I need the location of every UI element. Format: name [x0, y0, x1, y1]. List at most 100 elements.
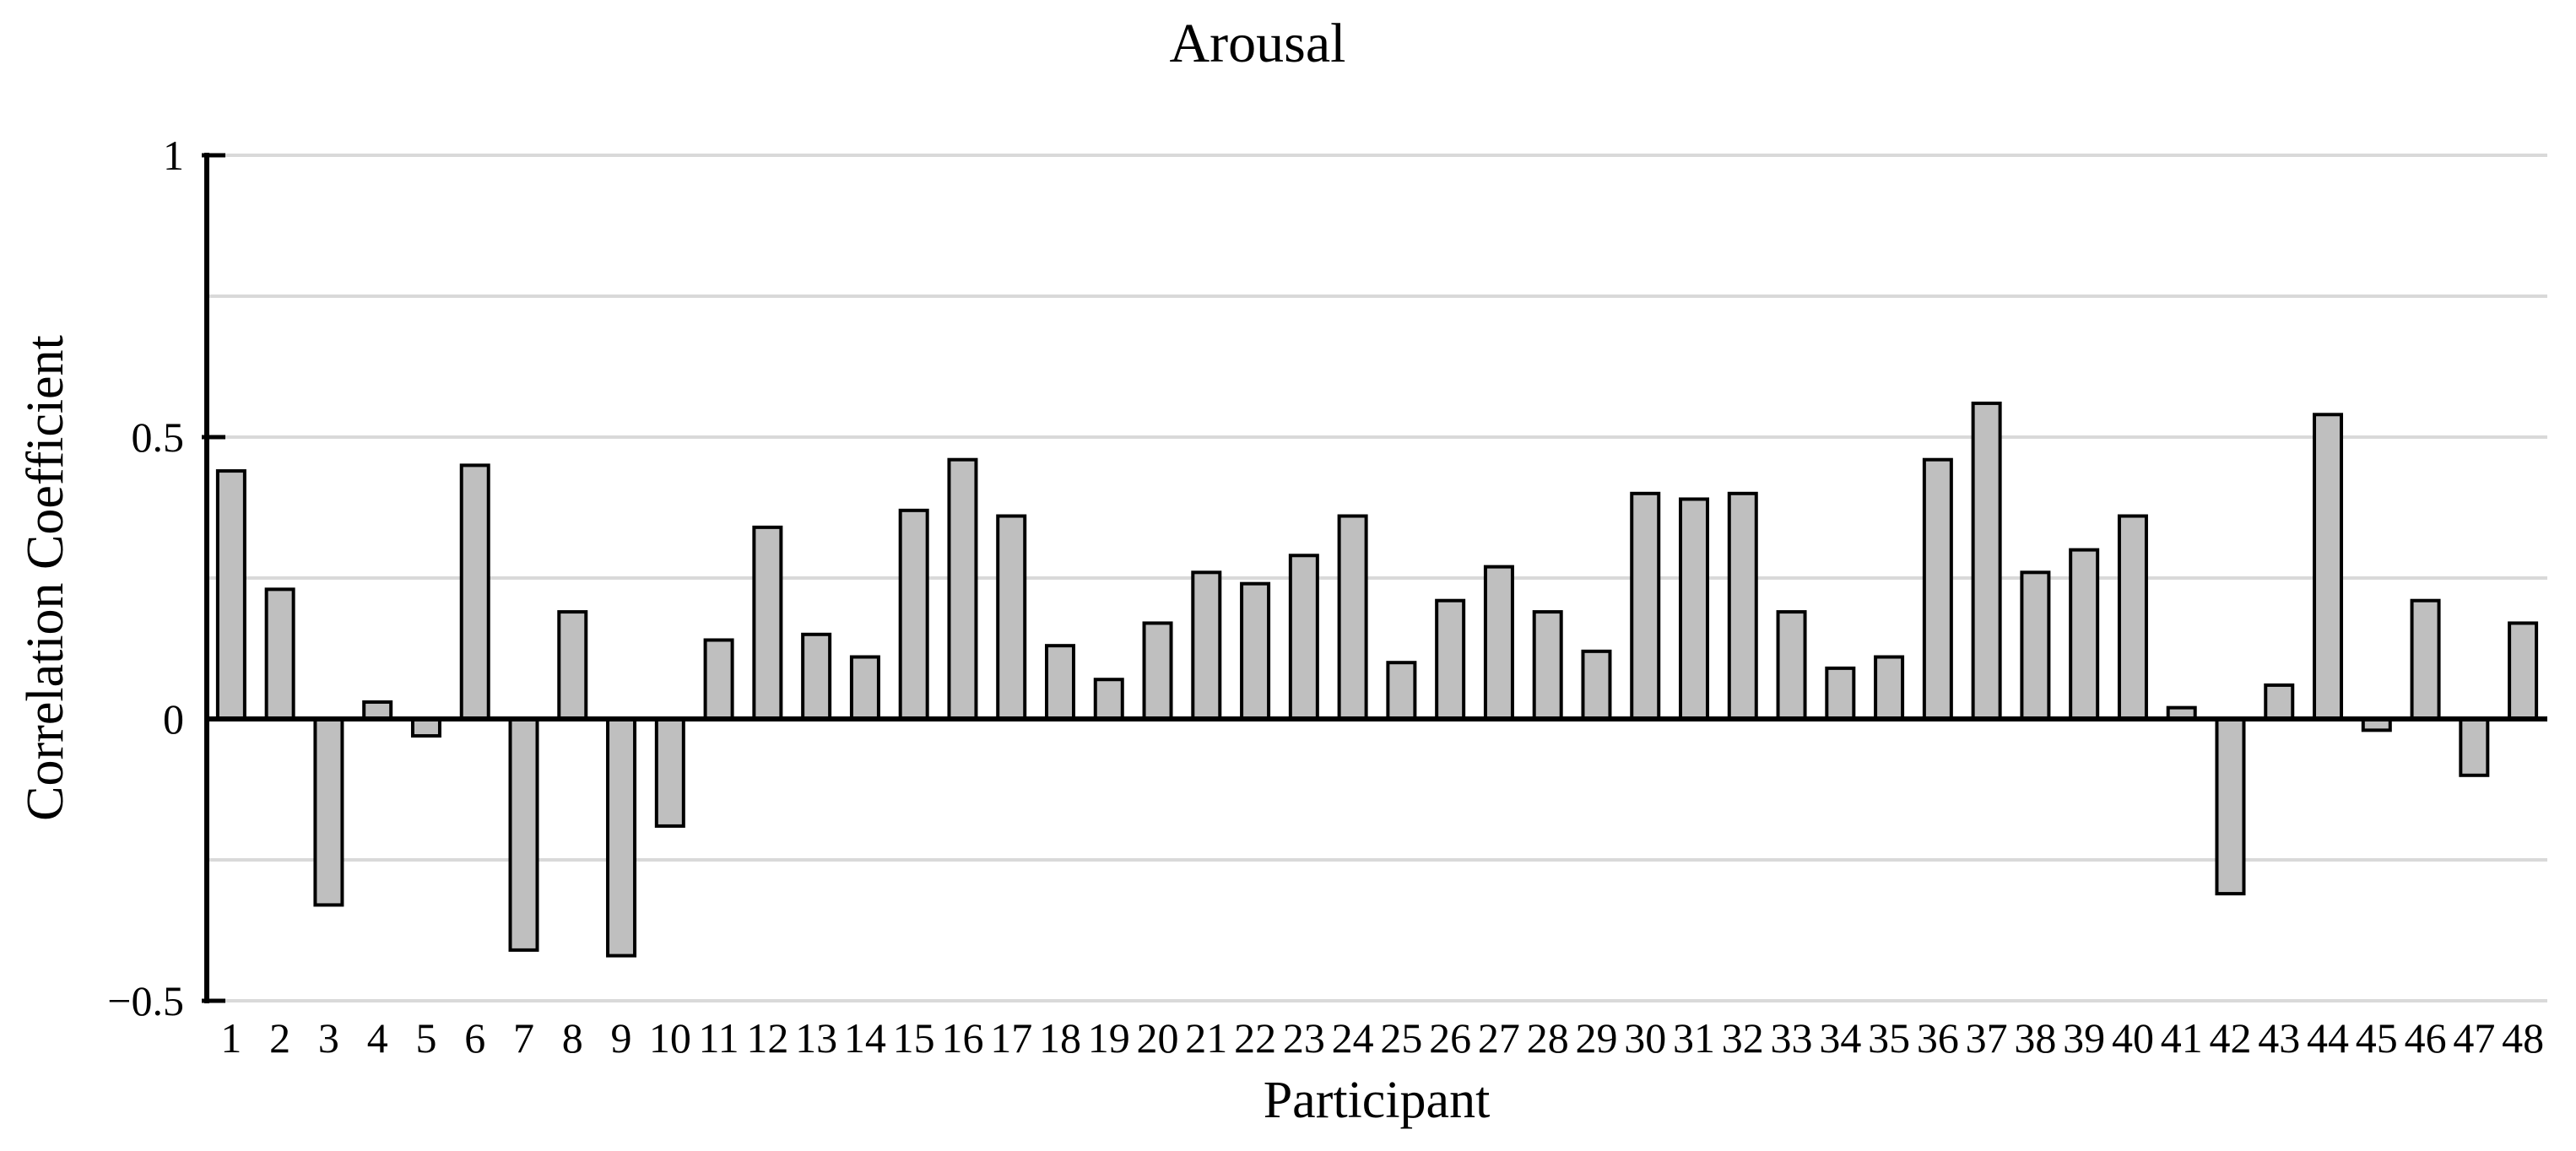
y-tick-label: 0 — [163, 695, 184, 743]
x-tick-label: 36 — [1917, 1014, 1959, 1062]
x-tick-label: 17 — [990, 1014, 1032, 1062]
x-tick-label: 27 — [1478, 1014, 1520, 1062]
x-tick-label: 21 — [1185, 1014, 1227, 1062]
bar — [1240, 581, 1271, 721]
x-tick-label: 11 — [699, 1014, 739, 1062]
bar — [849, 655, 880, 721]
x-tick-label: 18 — [1039, 1014, 1081, 1062]
bar — [1825, 666, 1856, 721]
bar — [459, 463, 490, 721]
bar — [1874, 655, 1905, 721]
x-tick-label: 12 — [746, 1014, 788, 1062]
x-tick-label: 35 — [1868, 1014, 1910, 1062]
x-tick-label: 5 — [415, 1014, 436, 1062]
x-tick-label: 10 — [649, 1014, 691, 1062]
bar — [1679, 497, 1710, 721]
bar — [1337, 514, 1368, 721]
x-tick-label: 37 — [1966, 1014, 2008, 1062]
x-tick-label: 31 — [1673, 1014, 1715, 1062]
bar — [264, 587, 295, 721]
x-tick-label: 46 — [2405, 1014, 2447, 1062]
x-tick-label: 6 — [464, 1014, 485, 1062]
x-tick-label: 42 — [2209, 1014, 2251, 1062]
x-tick-label: 2 — [269, 1014, 290, 1062]
x-tick-label: 22 — [1234, 1014, 1276, 1062]
bar — [2410, 598, 2441, 721]
bar — [362, 700, 393, 721]
x-tick-label: 24 — [1332, 1014, 1374, 1062]
bar — [508, 717, 539, 952]
x-tick-label: 38 — [2014, 1014, 2056, 1062]
bar — [1532, 610, 1563, 721]
bar — [1776, 610, 1807, 721]
bar — [1581, 649, 1612, 721]
x-tick-label: 33 — [1771, 1014, 1813, 1062]
bar — [898, 508, 929, 721]
bar — [1971, 401, 2002, 721]
x-tick-label: 7 — [513, 1014, 534, 1062]
x-tick-label: 26 — [1429, 1014, 1471, 1062]
x-tick-label: 43 — [2258, 1014, 2300, 1062]
y-tick-label: −0.5 — [107, 977, 184, 1024]
bar — [1386, 661, 1417, 721]
x-tick-label: 13 — [795, 1014, 837, 1062]
x-tick-label: 20 — [1137, 1014, 1179, 1062]
bar — [2117, 514, 2148, 721]
x-tick-label: 9 — [611, 1014, 632, 1062]
bar — [2459, 717, 2490, 777]
x-tick-label: 30 — [1624, 1014, 1666, 1062]
x-tick-label: 29 — [1575, 1014, 1617, 1062]
x-tick-label: 16 — [941, 1014, 983, 1062]
bar — [410, 717, 441, 738]
bar — [996, 514, 1027, 721]
chart-title: Arousal — [1169, 13, 1346, 74]
bar — [2264, 683, 2295, 721]
x-tick-label: 4 — [367, 1014, 388, 1062]
bar — [2020, 570, 2051, 721]
bar — [1142, 621, 1173, 721]
x-tick-label: 48 — [2502, 1014, 2544, 1062]
bar — [1191, 570, 1222, 721]
x-tick-label: 14 — [844, 1014, 886, 1062]
x-axis-title: Participant — [1263, 1072, 1491, 1129]
bar — [1727, 491, 1758, 721]
x-tick-label: 47 — [2453, 1014, 2495, 1062]
x-tick-label: 3 — [318, 1014, 339, 1062]
bar — [2313, 413, 2344, 721]
y-tick-label: 1 — [163, 132, 184, 179]
bar — [1044, 644, 1075, 721]
bar — [947, 457, 978, 721]
bar — [2069, 548, 2100, 721]
x-tick-label: 40 — [2112, 1014, 2154, 1062]
x-tick-label: 44 — [2307, 1014, 2349, 1062]
x-tick-label: 8 — [562, 1014, 583, 1062]
x-tick-label: 23 — [1283, 1014, 1325, 1062]
x-tick-label: 39 — [2063, 1014, 2105, 1062]
bar — [752, 525, 783, 721]
x-tick-label: 34 — [1819, 1014, 1861, 1062]
x-tick-label: 32 — [1722, 1014, 1764, 1062]
bar — [1435, 598, 1466, 721]
bar — [313, 717, 344, 907]
x-tick-label: 41 — [2161, 1014, 2203, 1062]
x-tick-label: 28 — [1527, 1014, 1569, 1062]
x-tick-label: 25 — [1380, 1014, 1422, 1062]
bar — [801, 632, 832, 721]
x-tick-label: 15 — [893, 1014, 935, 1062]
bar — [1288, 554, 1319, 721]
x-tick-label: 1 — [220, 1014, 241, 1062]
x-tick-label: 19 — [1088, 1014, 1130, 1062]
y-tick-label: 0.5 — [132, 413, 185, 461]
x-tick-label: 45 — [2356, 1014, 2398, 1062]
bar — [654, 717, 685, 828]
bar — [2508, 621, 2539, 721]
bar — [703, 638, 734, 721]
bar — [215, 469, 246, 721]
bar — [557, 610, 588, 721]
bar — [1630, 491, 1661, 721]
bar — [606, 717, 637, 958]
bar — [1483, 565, 1514, 721]
bar — [2215, 717, 2246, 896]
